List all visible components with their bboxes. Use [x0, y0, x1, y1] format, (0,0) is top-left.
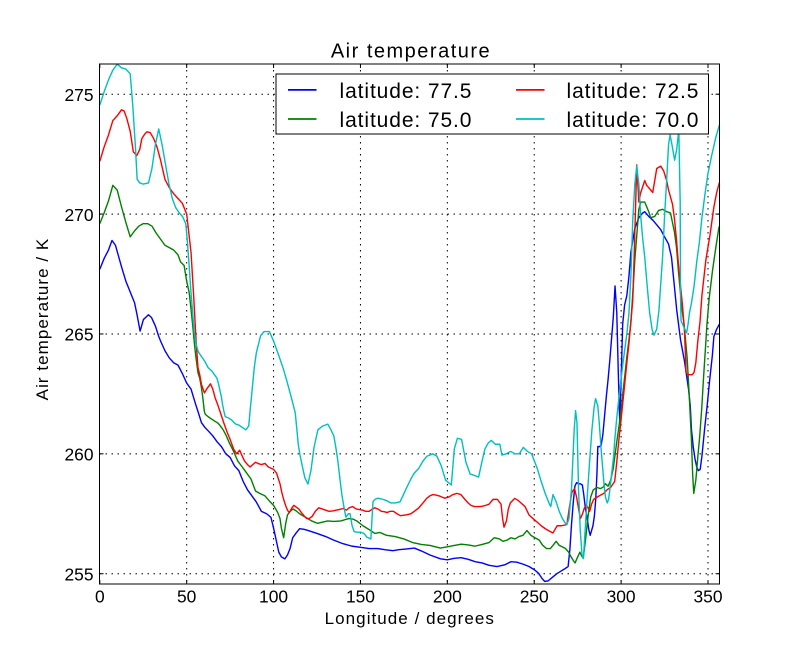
- svg-text:Longitude / degrees: Longitude / degrees: [325, 609, 495, 628]
- svg-text:300: 300: [607, 586, 636, 606]
- svg-text:270: 270: [64, 205, 93, 225]
- svg-text:275: 275: [64, 85, 93, 105]
- svg-text:50: 50: [177, 586, 196, 606]
- svg-text:250: 250: [520, 586, 549, 606]
- svg-text:0: 0: [95, 586, 105, 606]
- svg-text:100: 100: [259, 586, 288, 606]
- svg-text:Air temperature: Air temperature: [331, 41, 491, 63]
- svg-text:260: 260: [64, 445, 93, 465]
- svg-text:latitude: 75.0: latitude: 75.0: [340, 109, 473, 132]
- svg-text:latitude: 77.5: latitude: 77.5: [340, 80, 473, 103]
- svg-text:200: 200: [433, 586, 462, 606]
- svg-text:latitude: 70.0: latitude: 70.0: [567, 109, 700, 132]
- svg-text:150: 150: [346, 586, 375, 606]
- svg-text:350: 350: [693, 586, 722, 606]
- svg-text:265: 265: [64, 325, 93, 345]
- svg-text:255: 255: [64, 564, 93, 584]
- svg-text:latitude: 72.5: latitude: 72.5: [567, 80, 700, 103]
- svg-text:Air temperature / K: Air temperature / K: [33, 238, 52, 401]
